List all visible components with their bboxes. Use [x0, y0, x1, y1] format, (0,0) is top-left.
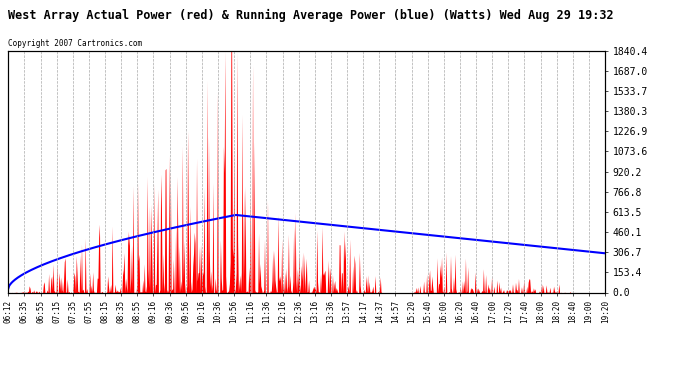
Text: West Array Actual Power (red) & Running Average Power (blue) (Watts) Wed Aug 29 : West Array Actual Power (red) & Running … [8, 9, 614, 22]
Text: Copyright 2007 Cartronics.com: Copyright 2007 Cartronics.com [8, 39, 142, 48]
